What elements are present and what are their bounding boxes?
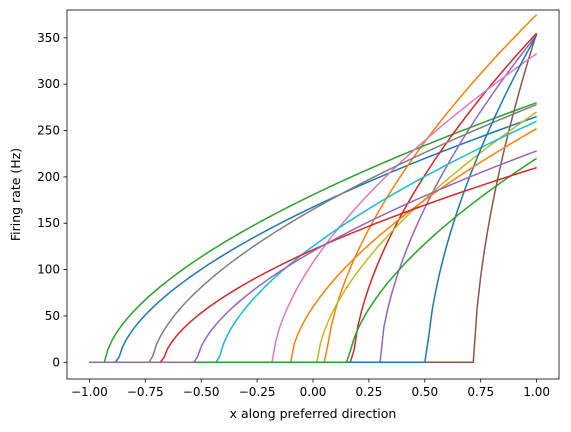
x-tick-label: −0.25: [239, 385, 276, 399]
x-tick-label: 0.00: [300, 385, 327, 399]
y-tick-label: 50: [45, 309, 60, 323]
y-tick-label: 350: [37, 31, 60, 45]
series-line-2: [89, 14, 538, 364]
series-line-7: [89, 52, 538, 364]
series-line-9: [89, 111, 538, 364]
series-line-6: [89, 32, 538, 364]
series-line-10: [89, 120, 537, 364]
series-line-15: [89, 150, 537, 364]
x-tick-label: −0.50: [183, 385, 220, 399]
series-line-11: [89, 34, 538, 364]
y-axis-label: Firing rate (Hz): [8, 148, 23, 241]
y-tick-label: 200: [37, 170, 60, 184]
y-tick-label: 250: [37, 124, 60, 138]
axis-ticks: −1.00 −0.75 −0.50 −0.25 0.00 0.25 0.50 0.75 1.00…: [37, 31, 550, 399]
series-line-1: [89, 115, 537, 364]
series-line-4: [89, 32, 538, 364]
series-line-3: [89, 102, 537, 364]
y-tick-label: 300: [37, 77, 60, 91]
x-axis-label: x along preferred direction: [230, 406, 397, 421]
y-tick-label: 150: [37, 216, 60, 230]
x-tick-label: 0.25: [356, 385, 383, 399]
x-tick-label: 1.00: [523, 385, 550, 399]
x-tick-label: 0.75: [467, 385, 494, 399]
series-line-14: [89, 166, 537, 364]
series-line-8: [89, 103, 537, 364]
x-tick-label: 0.50: [411, 385, 438, 399]
x-tick-label: −0.75: [127, 385, 164, 399]
series-line-5: [89, 34, 538, 364]
x-tick-label: −1.00: [71, 385, 108, 399]
y-tick-label: 0: [52, 355, 60, 369]
y-tick-label: 100: [37, 263, 60, 277]
series-lines: [89, 14, 538, 364]
